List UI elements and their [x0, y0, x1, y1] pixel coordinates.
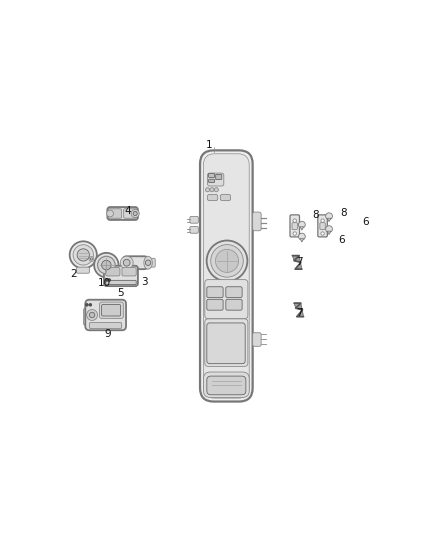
- Circle shape: [98, 256, 115, 274]
- FancyBboxPatch shape: [102, 304, 120, 316]
- Text: 3: 3: [141, 277, 148, 287]
- Circle shape: [321, 219, 324, 222]
- Text: 7: 7: [296, 257, 303, 268]
- FancyBboxPatch shape: [207, 323, 245, 364]
- FancyBboxPatch shape: [200, 150, 253, 401]
- Polygon shape: [327, 218, 331, 222]
- FancyBboxPatch shape: [253, 333, 261, 346]
- Circle shape: [321, 232, 324, 235]
- Circle shape: [89, 303, 92, 306]
- FancyBboxPatch shape: [205, 319, 248, 366]
- Circle shape: [298, 233, 305, 240]
- Polygon shape: [300, 239, 304, 242]
- Circle shape: [73, 245, 93, 265]
- Circle shape: [210, 188, 214, 192]
- FancyBboxPatch shape: [149, 259, 155, 267]
- Text: 9: 9: [104, 329, 111, 338]
- Circle shape: [293, 232, 297, 235]
- Circle shape: [70, 241, 97, 269]
- FancyBboxPatch shape: [290, 215, 300, 237]
- FancyBboxPatch shape: [77, 267, 89, 273]
- Circle shape: [133, 212, 137, 215]
- Circle shape: [120, 256, 133, 269]
- FancyBboxPatch shape: [85, 300, 126, 330]
- Circle shape: [94, 253, 119, 277]
- Circle shape: [205, 188, 209, 192]
- Text: 6: 6: [338, 235, 345, 245]
- Text: 1: 1: [206, 140, 212, 150]
- FancyBboxPatch shape: [292, 223, 297, 229]
- Circle shape: [107, 210, 113, 217]
- Circle shape: [214, 188, 219, 192]
- FancyBboxPatch shape: [253, 212, 261, 231]
- Circle shape: [124, 260, 130, 266]
- Polygon shape: [293, 256, 302, 269]
- Circle shape: [89, 312, 95, 318]
- Circle shape: [102, 260, 111, 270]
- FancyBboxPatch shape: [207, 376, 246, 395]
- FancyBboxPatch shape: [208, 173, 224, 186]
- FancyBboxPatch shape: [208, 173, 215, 177]
- FancyBboxPatch shape: [190, 227, 198, 233]
- FancyBboxPatch shape: [208, 179, 215, 183]
- FancyBboxPatch shape: [318, 215, 327, 237]
- FancyBboxPatch shape: [107, 207, 138, 220]
- FancyBboxPatch shape: [208, 195, 218, 200]
- Text: 6: 6: [362, 216, 369, 227]
- Circle shape: [90, 258, 92, 260]
- Text: 4: 4: [124, 206, 131, 216]
- Circle shape: [87, 310, 98, 320]
- Circle shape: [108, 279, 111, 281]
- Circle shape: [207, 240, 247, 281]
- FancyBboxPatch shape: [106, 268, 120, 276]
- FancyBboxPatch shape: [215, 174, 222, 180]
- FancyBboxPatch shape: [203, 372, 249, 398]
- Circle shape: [293, 219, 297, 222]
- FancyBboxPatch shape: [320, 223, 325, 229]
- FancyBboxPatch shape: [124, 209, 137, 218]
- FancyBboxPatch shape: [220, 195, 230, 200]
- Text: 2: 2: [70, 269, 77, 279]
- FancyBboxPatch shape: [207, 287, 223, 297]
- Circle shape: [86, 303, 88, 306]
- Polygon shape: [327, 231, 331, 235]
- Text: 8: 8: [312, 210, 319, 220]
- Text: 5: 5: [118, 288, 124, 298]
- Circle shape: [215, 249, 239, 272]
- FancyBboxPatch shape: [99, 302, 124, 318]
- FancyBboxPatch shape: [207, 300, 223, 310]
- FancyBboxPatch shape: [190, 216, 198, 223]
- Text: 8: 8: [340, 208, 346, 218]
- Circle shape: [298, 221, 305, 228]
- Circle shape: [211, 245, 244, 277]
- FancyBboxPatch shape: [226, 300, 242, 310]
- FancyBboxPatch shape: [203, 154, 249, 398]
- Polygon shape: [300, 227, 304, 230]
- FancyBboxPatch shape: [89, 322, 122, 328]
- Circle shape: [325, 213, 332, 220]
- FancyBboxPatch shape: [226, 287, 242, 297]
- Ellipse shape: [144, 256, 152, 269]
- FancyBboxPatch shape: [108, 209, 122, 218]
- Circle shape: [105, 279, 108, 281]
- Polygon shape: [294, 303, 304, 317]
- Circle shape: [131, 209, 139, 217]
- FancyBboxPatch shape: [106, 280, 136, 285]
- Circle shape: [145, 260, 151, 265]
- Text: 7: 7: [296, 308, 303, 318]
- Circle shape: [77, 249, 89, 261]
- FancyBboxPatch shape: [104, 266, 138, 286]
- FancyBboxPatch shape: [84, 308, 90, 325]
- Text: 10: 10: [97, 278, 110, 288]
- FancyBboxPatch shape: [205, 280, 248, 319]
- FancyBboxPatch shape: [122, 268, 136, 276]
- Circle shape: [325, 225, 332, 232]
- Circle shape: [89, 256, 94, 261]
- FancyBboxPatch shape: [123, 256, 148, 269]
